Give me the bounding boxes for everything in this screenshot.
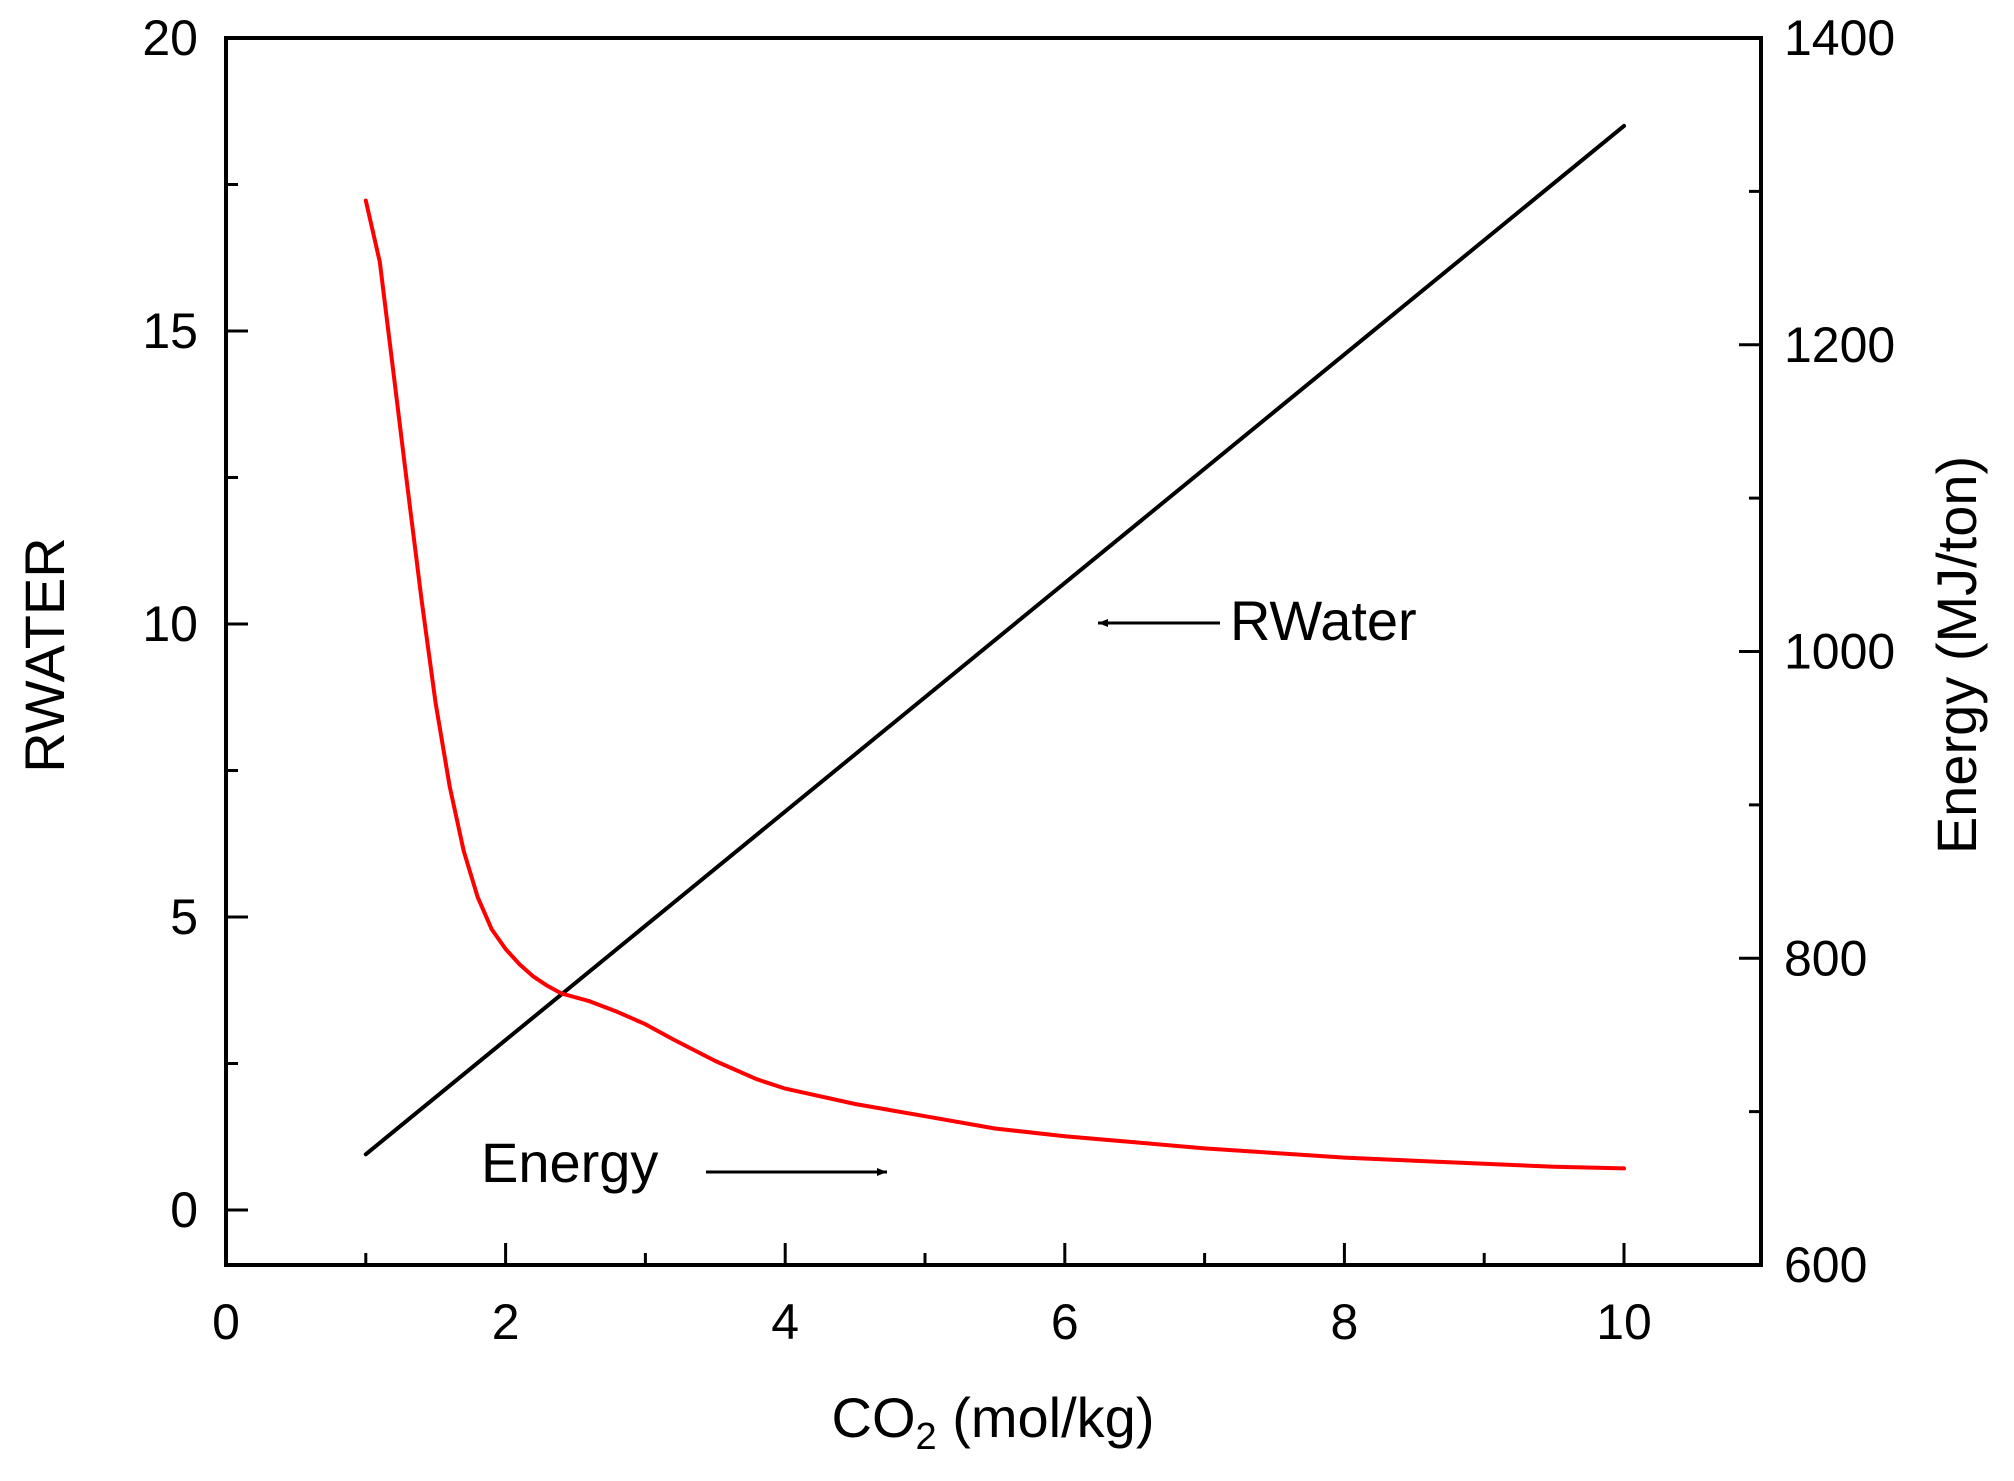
left-tick-label: 5 bbox=[170, 889, 198, 945]
x-tick-label: 6 bbox=[1051, 1294, 1079, 1350]
x-axis-title-main: CO bbox=[832, 1386, 916, 1449]
annotation-rwater: RWater bbox=[1230, 589, 1417, 652]
left-tick-label: 20 bbox=[142, 10, 198, 66]
annotation-energy: Energy bbox=[481, 1131, 658, 1194]
x-axis-title: CO2 (mol/kg) bbox=[832, 1386, 1155, 1458]
left-tick-label: 10 bbox=[142, 596, 198, 652]
x-axis-title-subscript: 2 bbox=[916, 1416, 937, 1458]
x-tick-label: 0 bbox=[212, 1294, 240, 1350]
left-tick-label: 0 bbox=[170, 1182, 198, 1238]
right-tick-label: 1200 bbox=[1784, 317, 1895, 373]
x-axis-title-units: (mol/kg) bbox=[937, 1386, 1155, 1449]
series-layer bbox=[363, 123, 1626, 1171]
right-tick-label: 1400 bbox=[1784, 10, 1895, 66]
x-tick-label: 4 bbox=[771, 1294, 799, 1350]
right-tick-label: 1000 bbox=[1784, 624, 1895, 680]
right-tick-label: 600 bbox=[1784, 1237, 1867, 1293]
series-line-rwater bbox=[363, 123, 1626, 1157]
left-axis-ticks: 0 5 10 15 20 bbox=[142, 10, 248, 1238]
right-axis-title: Energy (MJ/ton) bbox=[1925, 456, 1988, 854]
left-tick-label: 15 bbox=[142, 303, 198, 359]
x-axis-ticks: 0 2 4 6 8 10 bbox=[212, 1243, 1652, 1350]
x-tick-label: 2 bbox=[492, 1294, 520, 1350]
right-axis-ticks: 600 800 1000 1200 1400 bbox=[1739, 10, 1895, 1293]
series-line-energy bbox=[363, 198, 1626, 1171]
right-tick-label: 800 bbox=[1784, 930, 1867, 986]
x-tick-label: 10 bbox=[1596, 1294, 1652, 1350]
x-tick-label: 8 bbox=[1330, 1294, 1358, 1350]
left-axis-title: RWATER bbox=[13, 537, 76, 772]
